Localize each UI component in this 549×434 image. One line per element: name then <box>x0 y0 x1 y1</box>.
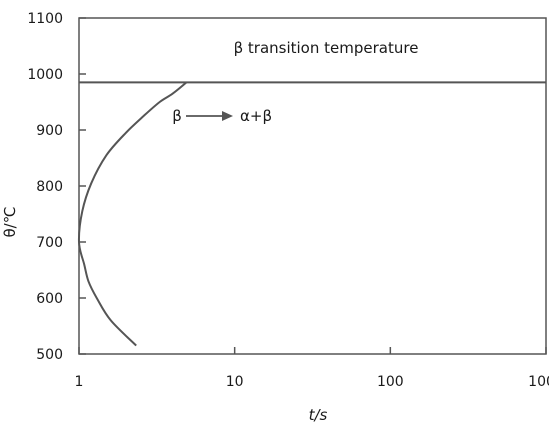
transform-to-label: α+β <box>240 107 272 125</box>
ticks: 500 600 700 800 900 1000 1100 1 10 100 1000 <box>27 11 549 390</box>
y-tick-label: 900 <box>36 123 63 139</box>
transition-temperature-label: β transition temperature <box>234 39 419 57</box>
y-tick-label: 600 <box>36 291 63 307</box>
transform-arrowhead-icon <box>222 111 233 121</box>
x-tick-label: 10 <box>226 374 244 390</box>
transform-from-label: β <box>172 107 182 125</box>
series-curve <box>77 81 188 347</box>
y-tick-label: 800 <box>36 179 63 195</box>
x-tick-label: 100 <box>377 374 404 390</box>
x-tick-label: 1000 <box>528 374 549 390</box>
y-tick-label: 1000 <box>27 67 63 83</box>
plot-frame <box>78 17 547 355</box>
x-axis-label: t/s <box>309 406 328 424</box>
y-axis-label: θ/℃ <box>1 206 19 237</box>
y-tick-label: 700 <box>36 235 63 251</box>
y-tick-label: 500 <box>36 347 63 363</box>
x-tick-label: 1 <box>75 374 84 390</box>
y-tick-label: 1100 <box>27 11 63 27</box>
